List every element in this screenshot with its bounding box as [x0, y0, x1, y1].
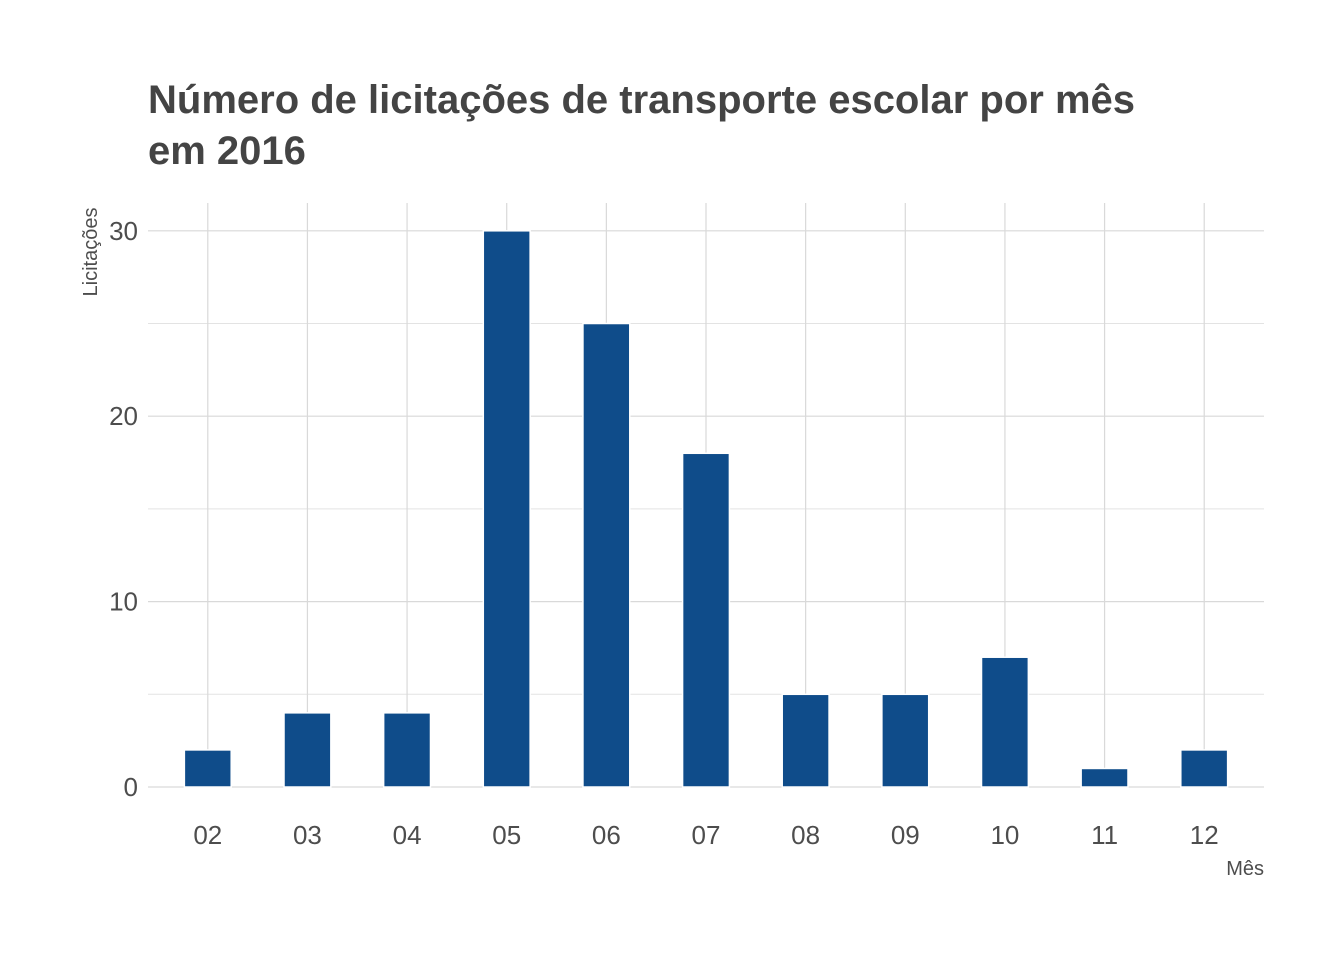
bar-09 [881, 693, 930, 788]
bar-02 [183, 749, 232, 788]
bar-07 [681, 452, 731, 788]
bar-05 [482, 230, 531, 788]
x-tick-label: 05 [492, 820, 521, 850]
y-tick-label: 30 [109, 216, 138, 246]
x-tick-label: 03 [293, 820, 322, 850]
y-axis-ticks: 0 10 20 30 [109, 216, 138, 802]
y-tick-label: 20 [109, 401, 138, 431]
y-tick-label: 0 [124, 772, 138, 802]
x-tick-label: 04 [393, 820, 422, 850]
chart-title-line-1: Número de licitações de transporte escol… [148, 78, 1135, 122]
x-tick-label: 08 [791, 820, 820, 850]
x-tick-label: 07 [692, 820, 721, 850]
x-tick-label: 02 [193, 820, 222, 850]
x-axis-ticks: 02 03 04 05 06 07 08 09 10 11 12 [193, 820, 1218, 850]
x-tick-label: 11 [1091, 820, 1118, 850]
x-tick-label: 09 [891, 820, 920, 850]
bar-06 [582, 322, 631, 788]
bar-08 [781, 693, 830, 788]
y-tick-label: 10 [109, 587, 138, 617]
x-tick-label: 10 [990, 820, 1019, 850]
bar-12 [1180, 749, 1229, 788]
bars [183, 230, 1229, 788]
y-axis-label: Licitações [80, 208, 102, 297]
bar-04 [382, 712, 432, 788]
x-axis-label: Mês [1226, 858, 1264, 880]
bar-10 [980, 656, 1030, 788]
bar-03 [283, 712, 332, 788]
bar-11 [1080, 767, 1129, 788]
x-tick-label: 12 [1190, 820, 1219, 850]
chart-title-line-2: em 2016 [148, 129, 306, 173]
x-tick-label: 06 [592, 820, 621, 850]
